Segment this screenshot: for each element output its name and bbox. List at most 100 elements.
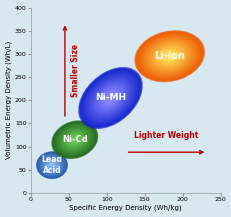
Ellipse shape xyxy=(57,125,92,154)
Ellipse shape xyxy=(158,48,179,64)
Ellipse shape xyxy=(46,160,58,170)
Ellipse shape xyxy=(43,158,60,173)
Text: Lighter Weight: Lighter Weight xyxy=(134,131,198,140)
Ellipse shape xyxy=(137,33,201,79)
Ellipse shape xyxy=(36,151,67,179)
Ellipse shape xyxy=(46,160,57,170)
Ellipse shape xyxy=(42,156,62,174)
Ellipse shape xyxy=(87,76,133,120)
Ellipse shape xyxy=(68,134,81,145)
Ellipse shape xyxy=(64,131,85,149)
Ellipse shape xyxy=(58,127,90,153)
Ellipse shape xyxy=(82,72,137,124)
Ellipse shape xyxy=(149,41,189,71)
Ellipse shape xyxy=(58,126,91,153)
Ellipse shape xyxy=(80,69,140,127)
Ellipse shape xyxy=(96,85,124,111)
Ellipse shape xyxy=(104,92,116,104)
Y-axis label: Volumetric Energy Density (Wh/L): Volumetric Energy Density (Wh/L) xyxy=(6,41,12,159)
Ellipse shape xyxy=(61,128,88,151)
Ellipse shape xyxy=(78,67,142,129)
Ellipse shape xyxy=(162,51,176,61)
Ellipse shape xyxy=(160,49,178,63)
Ellipse shape xyxy=(148,41,190,72)
Ellipse shape xyxy=(63,130,86,150)
Ellipse shape xyxy=(64,131,85,148)
Ellipse shape xyxy=(62,129,87,150)
Ellipse shape xyxy=(161,51,176,62)
Text: Ni-Cd: Ni-Cd xyxy=(62,135,87,144)
Ellipse shape xyxy=(58,126,91,154)
Ellipse shape xyxy=(52,122,96,158)
Ellipse shape xyxy=(98,86,122,110)
Ellipse shape xyxy=(48,162,56,169)
Ellipse shape xyxy=(48,162,55,168)
Ellipse shape xyxy=(92,81,128,115)
Ellipse shape xyxy=(100,89,120,107)
Ellipse shape xyxy=(45,159,58,171)
Ellipse shape xyxy=(45,159,58,171)
Ellipse shape xyxy=(93,81,127,115)
Ellipse shape xyxy=(64,132,85,148)
Ellipse shape xyxy=(65,132,84,148)
Ellipse shape xyxy=(94,82,126,114)
Ellipse shape xyxy=(40,155,64,176)
Ellipse shape xyxy=(42,157,62,174)
Ellipse shape xyxy=(147,40,191,72)
Ellipse shape xyxy=(42,157,61,173)
Ellipse shape xyxy=(97,85,123,110)
Ellipse shape xyxy=(40,155,64,176)
Ellipse shape xyxy=(84,73,136,123)
Ellipse shape xyxy=(52,121,97,159)
Ellipse shape xyxy=(53,122,96,157)
Ellipse shape xyxy=(44,158,60,172)
Ellipse shape xyxy=(71,137,78,143)
Ellipse shape xyxy=(67,134,82,145)
Ellipse shape xyxy=(54,122,95,157)
Ellipse shape xyxy=(51,120,98,159)
Ellipse shape xyxy=(86,75,134,121)
Ellipse shape xyxy=(43,157,61,173)
Ellipse shape xyxy=(52,121,97,158)
X-axis label: Specific Energy Density (Wh/kg): Specific Energy Density (Wh/kg) xyxy=(69,205,181,211)
Ellipse shape xyxy=(69,135,80,144)
Ellipse shape xyxy=(135,31,203,81)
Ellipse shape xyxy=(101,89,119,107)
Ellipse shape xyxy=(39,154,65,176)
Ellipse shape xyxy=(82,71,138,125)
Ellipse shape xyxy=(81,69,140,126)
Ellipse shape xyxy=(46,160,58,171)
Ellipse shape xyxy=(149,42,188,71)
Ellipse shape xyxy=(155,46,182,66)
Ellipse shape xyxy=(38,153,66,177)
Ellipse shape xyxy=(151,43,187,70)
Ellipse shape xyxy=(99,87,121,108)
Ellipse shape xyxy=(153,44,185,68)
Ellipse shape xyxy=(156,47,182,66)
Ellipse shape xyxy=(48,162,55,168)
Ellipse shape xyxy=(143,37,195,76)
Ellipse shape xyxy=(67,133,82,146)
Ellipse shape xyxy=(136,32,202,81)
Ellipse shape xyxy=(38,153,65,177)
Ellipse shape xyxy=(55,124,94,156)
Ellipse shape xyxy=(47,161,56,169)
Ellipse shape xyxy=(158,48,180,65)
Ellipse shape xyxy=(152,43,186,69)
Ellipse shape xyxy=(154,45,184,67)
Ellipse shape xyxy=(81,70,139,126)
Ellipse shape xyxy=(139,34,199,78)
Ellipse shape xyxy=(70,136,79,143)
Ellipse shape xyxy=(41,156,63,175)
Ellipse shape xyxy=(55,124,93,155)
Ellipse shape xyxy=(79,68,141,128)
Ellipse shape xyxy=(145,38,193,74)
Ellipse shape xyxy=(104,93,116,103)
Ellipse shape xyxy=(152,44,185,68)
Ellipse shape xyxy=(56,124,93,155)
Ellipse shape xyxy=(87,76,133,120)
Ellipse shape xyxy=(146,39,192,73)
Text: Ni-MH: Ni-MH xyxy=(94,94,125,102)
Ellipse shape xyxy=(95,83,125,113)
Ellipse shape xyxy=(138,33,200,79)
